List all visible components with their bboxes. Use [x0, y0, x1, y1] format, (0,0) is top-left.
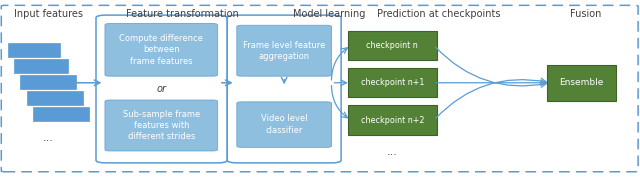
FancyBboxPatch shape: [348, 105, 437, 135]
Text: checkpoint n+2: checkpoint n+2: [360, 116, 424, 125]
Text: Fusion: Fusion: [570, 9, 602, 19]
FancyBboxPatch shape: [348, 31, 437, 60]
FancyBboxPatch shape: [105, 23, 218, 76]
Text: Frame level feature
aggregation: Frame level feature aggregation: [243, 41, 325, 61]
Text: ...: ...: [387, 147, 397, 157]
FancyBboxPatch shape: [237, 102, 332, 147]
Text: checkpoint n+1: checkpoint n+1: [360, 78, 424, 87]
Text: Compute difference
between
frame features: Compute difference between frame feature…: [119, 34, 204, 66]
FancyBboxPatch shape: [547, 65, 616, 101]
Text: Ensemble: Ensemble: [559, 78, 604, 87]
Text: Prediction at checkpoints: Prediction at checkpoints: [377, 9, 500, 19]
FancyBboxPatch shape: [14, 59, 68, 73]
FancyBboxPatch shape: [105, 100, 218, 151]
FancyBboxPatch shape: [8, 43, 60, 57]
FancyBboxPatch shape: [27, 91, 83, 105]
Text: Video level
classifier: Video level classifier: [261, 114, 307, 135]
Text: checkpoint n: checkpoint n: [367, 41, 418, 50]
Text: Model learning: Model learning: [293, 9, 366, 19]
FancyBboxPatch shape: [237, 25, 332, 76]
Text: Input features: Input features: [13, 9, 83, 19]
FancyBboxPatch shape: [33, 107, 89, 121]
FancyBboxPatch shape: [348, 68, 437, 98]
FancyBboxPatch shape: [227, 15, 341, 163]
Text: or: or: [156, 84, 166, 94]
FancyBboxPatch shape: [96, 15, 227, 163]
Text: Sub-sample frame
features with
different strides: Sub-sample frame features with different…: [123, 109, 200, 142]
FancyBboxPatch shape: [20, 75, 76, 89]
Text: ...: ...: [44, 133, 54, 143]
Text: Feature transformation: Feature transformation: [126, 9, 239, 19]
